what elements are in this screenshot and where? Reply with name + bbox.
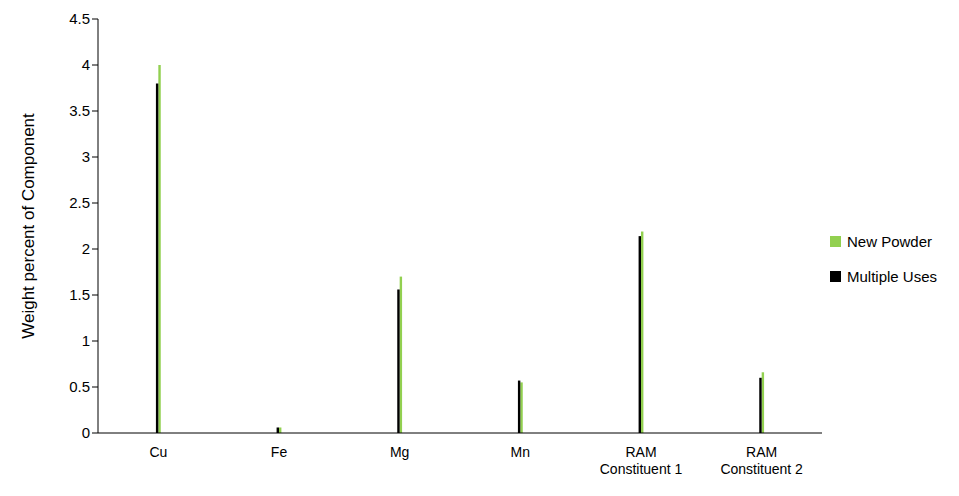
- svg-text:3.5: 3.5: [69, 102, 90, 119]
- svg-text:Weight percent of Component: Weight percent of Component: [19, 113, 38, 339]
- svg-text:3: 3: [82, 148, 90, 165]
- svg-text:Fe: Fe: [271, 444, 288, 460]
- svg-text:RAMConstituent 1: RAMConstituent 1: [600, 444, 683, 477]
- svg-text:Mg: Mg: [390, 444, 409, 460]
- html-text:New Powder: New Powder: [847, 233, 932, 250]
- svg-text:RAMConstituent 2: RAMConstituent 2: [720, 444, 803, 477]
- svg-text:Cu: Cu: [149, 444, 167, 460]
- svg-text:4: 4: [82, 56, 90, 73]
- svg-text:2.5: 2.5: [69, 194, 90, 211]
- svg-text:Mn: Mn: [511, 444, 530, 460]
- svg-text:1.5: 1.5: [69, 286, 90, 303]
- svg-text:1: 1: [82, 332, 90, 349]
- svg-text:4.5: 4.5: [69, 10, 90, 27]
- svg-text:0.5: 0.5: [69, 378, 90, 395]
- svg-text:0: 0: [82, 424, 90, 441]
- svg-text:2: 2: [82, 240, 90, 257]
- html-text:Multiple Uses: Multiple Uses: [847, 268, 937, 285]
